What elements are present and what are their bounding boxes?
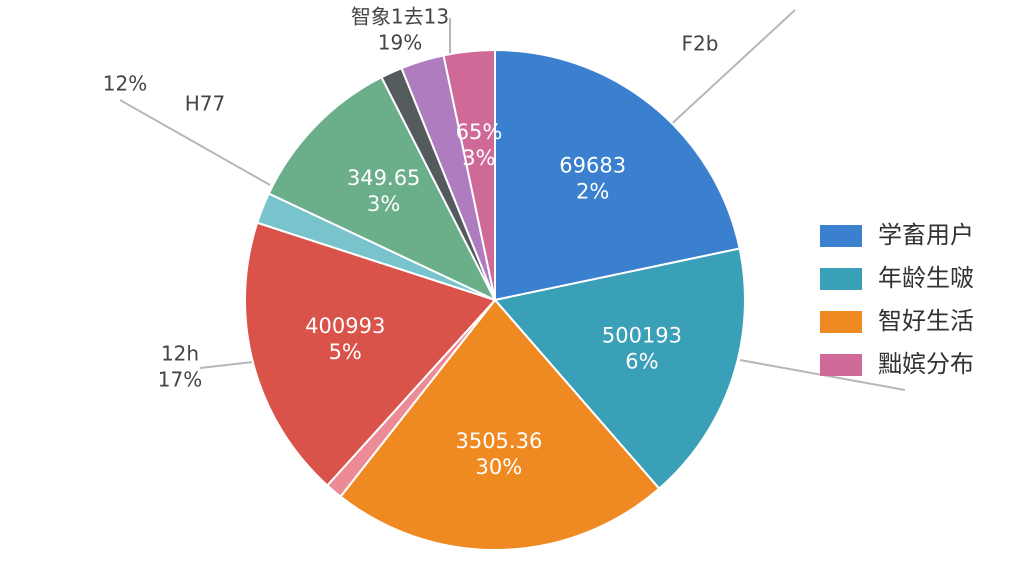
- slice-label: 400993: [305, 314, 385, 338]
- outer-label: 智象1去13: [351, 5, 449, 29]
- slice-label: 30%: [476, 455, 523, 479]
- pie-slice: [339, 298, 661, 551]
- leader-lines: [119, 9, 906, 391]
- legend-label: 智好生活: [878, 307, 974, 335]
- legend-label: 年龄生啵: [878, 264, 974, 292]
- slice-label: 65%: [456, 120, 503, 144]
- leader-line: [664, 9, 796, 131]
- slice-label: 3505.36: [455, 429, 542, 453]
- slice-label: 3%: [367, 192, 400, 216]
- pie-slice: [494, 48, 741, 302]
- outer-label: 17%: [158, 368, 202, 392]
- outer-label: F2b: [682, 32, 719, 56]
- pie-slice: [493, 247, 746, 490]
- legend-label: 黜嫔分布: [878, 350, 974, 378]
- slice-label: 500193: [602, 323, 682, 347]
- slice-label: 2%: [576, 180, 609, 204]
- outer-label: 19%: [378, 31, 422, 55]
- legend-swatch: [820, 225, 862, 247]
- leader-line: [119, 99, 271, 186]
- pie-slice: [244, 221, 497, 487]
- slice-label: 3%: [462, 146, 495, 170]
- slice-label: 6%: [625, 349, 658, 373]
- slice-label: 69683: [559, 154, 626, 178]
- outer-label: 12%: [103, 72, 147, 96]
- outer-label: 12h: [161, 342, 199, 366]
- legend-swatch: [820, 354, 862, 376]
- outer-label: H77: [185, 92, 226, 116]
- legend-swatch: [820, 311, 862, 333]
- pie-slice: [442, 48, 496, 301]
- pie-slice: [267, 75, 498, 303]
- slice-label: 349.65: [347, 166, 420, 190]
- legend-label: 学畜用户: [878, 221, 974, 249]
- slice-label: 5%: [329, 340, 362, 364]
- legend-swatch: [820, 268, 862, 290]
